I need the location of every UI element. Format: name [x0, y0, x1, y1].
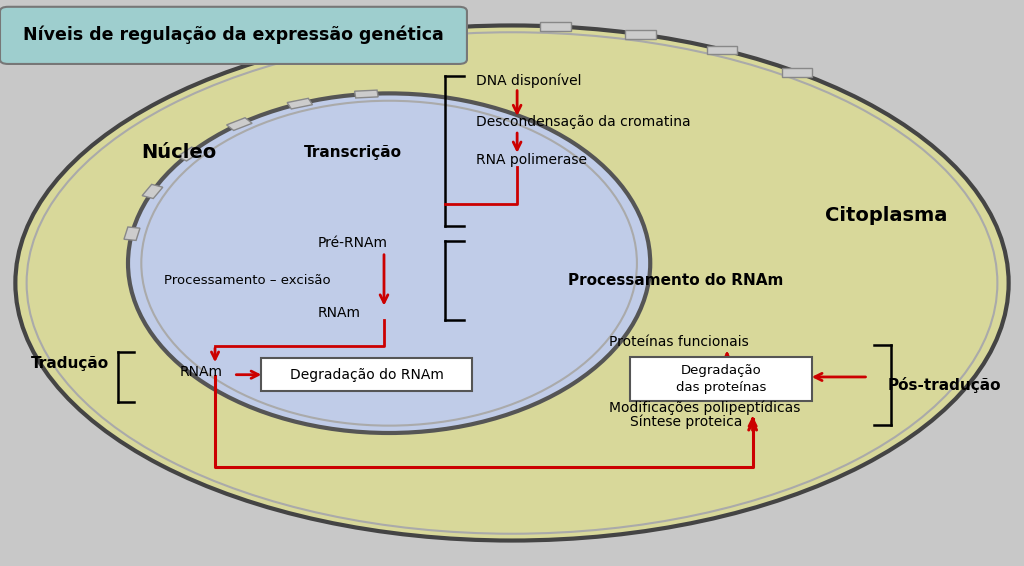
Text: Processamento do RNAm: Processamento do RNAm [568, 273, 783, 288]
FancyBboxPatch shape [261, 358, 472, 391]
Text: Degradação do RNAm: Degradação do RNAm [290, 368, 443, 381]
Text: Tradução: Tradução [31, 356, 109, 371]
FancyBboxPatch shape [707, 46, 737, 54]
FancyBboxPatch shape [0, 7, 467, 64]
Text: Níveis de regulação da expressão genética: Níveis de regulação da expressão genétic… [24, 26, 443, 44]
Text: DNA disponível: DNA disponível [476, 73, 582, 88]
Ellipse shape [27, 32, 997, 534]
Bar [124, 227, 140, 241]
Text: Descondensação da cromatina: Descondensação da cromatina [476, 115, 691, 128]
Bar [226, 118, 252, 130]
Text: Processamento – excisão: Processamento – excisão [164, 274, 331, 286]
FancyBboxPatch shape [781, 68, 812, 76]
Ellipse shape [15, 25, 1009, 541]
FancyBboxPatch shape [626, 31, 656, 39]
Bar [177, 147, 201, 161]
Ellipse shape [141, 101, 637, 426]
Text: Núcleo: Núcleo [141, 143, 217, 162]
Text: Modificações polipeptídicas: Modificações polipeptídicas [609, 400, 801, 415]
Text: Citoplasma: Citoplasma [824, 205, 947, 225]
Bar [287, 98, 312, 109]
Text: RNAm: RNAm [179, 366, 222, 379]
Bar [354, 90, 378, 98]
Text: Transcrição: Transcrição [304, 145, 402, 160]
Text: RNAm: RNAm [317, 306, 360, 320]
Text: Pré-RNAm: Pré-RNAm [317, 237, 387, 250]
FancyBboxPatch shape [540, 23, 570, 31]
Text: Pós-tradução: Pós-tradução [888, 377, 1000, 393]
FancyBboxPatch shape [630, 357, 812, 401]
Text: Síntese proteica: Síntese proteica [630, 414, 742, 429]
Text: Degradação
das proteínas: Degradação das proteínas [676, 363, 766, 394]
Bar [142, 185, 163, 199]
Ellipse shape [128, 93, 650, 433]
Text: Proteínas funcionais: Proteínas funcionais [609, 336, 749, 349]
Text: RNA polimerase: RNA polimerase [476, 153, 587, 166]
